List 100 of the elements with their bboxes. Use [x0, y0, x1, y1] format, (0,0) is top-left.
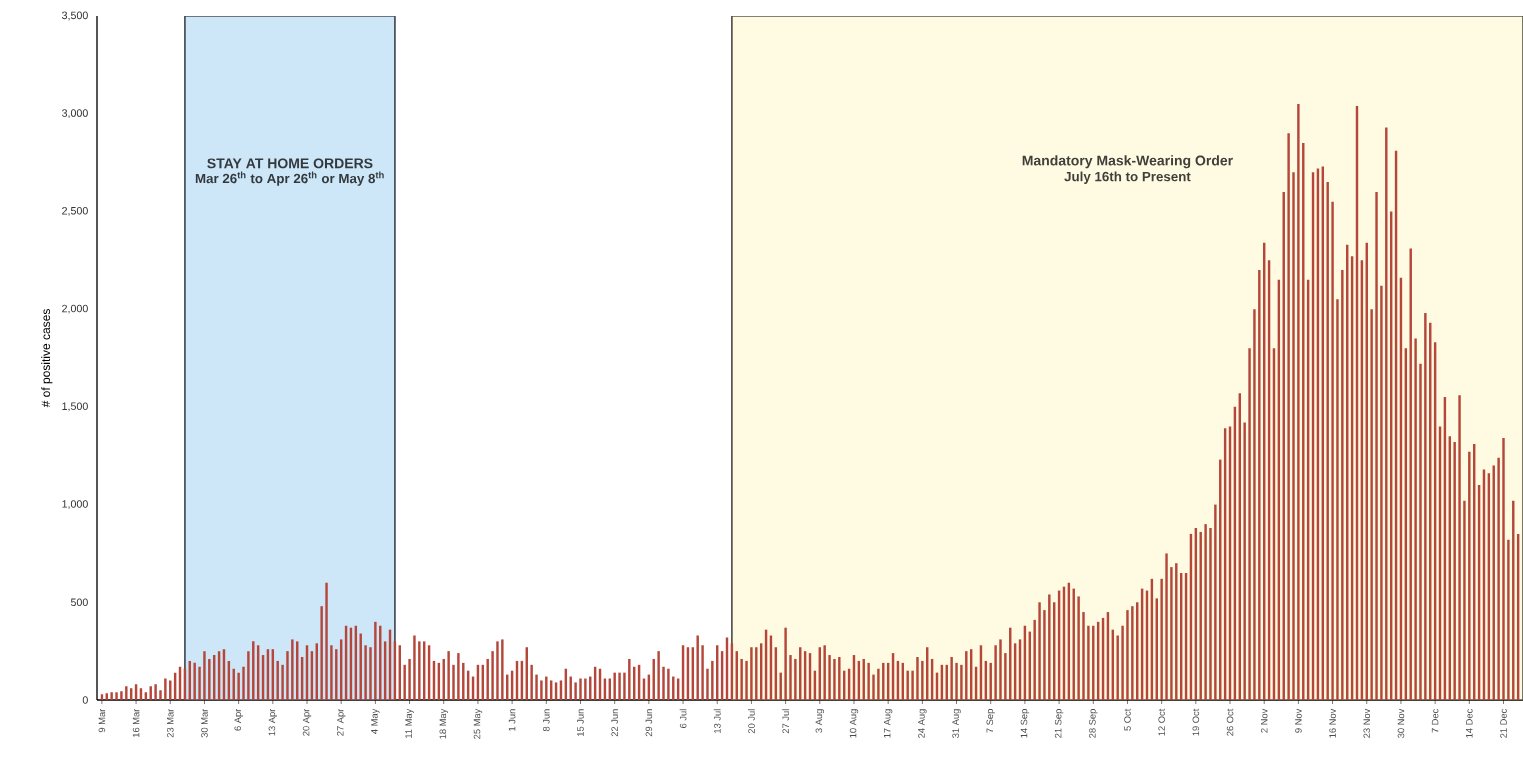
y-tick-label: 3,500 [61, 11, 88, 21]
x-tick-label: 30 Mar [201, 708, 208, 738]
bar [569, 676, 572, 700]
bar [501, 639, 504, 700]
bar [750, 647, 753, 700]
y-tick-label: 500 [70, 598, 88, 607]
bar [1160, 578, 1163, 700]
bar [110, 692, 113, 700]
bar [462, 662, 465, 700]
x-tick-label: 6 Jul [679, 709, 687, 728]
bar [452, 664, 455, 700]
bar [657, 651, 660, 700]
bar [911, 670, 914, 700]
bar [960, 664, 963, 700]
bar [447, 651, 450, 700]
bar [706, 668, 709, 700]
y-tick-label: 0 [82, 696, 88, 704]
bar [613, 672, 616, 700]
bar [877, 668, 880, 700]
bar [545, 676, 548, 700]
bar [154, 684, 157, 700]
bar [1424, 313, 1427, 700]
bar [1126, 610, 1129, 700]
bar [1004, 653, 1007, 700]
x-tick-label: 19 Oct [1192, 708, 1200, 736]
y-tick-label: 1,500 [62, 402, 88, 412]
bar [789, 655, 792, 700]
bar [999, 639, 1002, 700]
bar [828, 655, 831, 700]
bar [1248, 348, 1251, 700]
x-tick-label: 14 Dec [1466, 708, 1473, 738]
x-tick-label: 14 Sep [1020, 709, 1030, 738]
bar [286, 651, 289, 700]
bar [535, 674, 538, 700]
x-tick-label: 30 Nov [1397, 708, 1405, 738]
bar [579, 678, 582, 700]
bar [291, 639, 294, 700]
bar [667, 668, 670, 700]
bar [696, 635, 699, 700]
bar [330, 645, 333, 700]
bar [530, 664, 533, 700]
bar [1336, 299, 1339, 700]
bar [203, 651, 206, 700]
bar [1175, 563, 1178, 700]
bar [496, 641, 499, 700]
bar [1131, 606, 1134, 700]
x-tick-label: 29 Jun [645, 709, 653, 737]
bar [838, 657, 841, 700]
band-label: STAY AT HOME ORDERS [207, 158, 373, 169]
bar [867, 662, 870, 700]
x-tick-label: 15 Jun [577, 709, 584, 737]
x-tick-label: 1 Jun [508, 709, 516, 731]
x-tick-label: 9 Mar [98, 708, 106, 733]
x-tick-label: 27 Jul [782, 709, 790, 734]
bar [247, 651, 250, 700]
bar [242, 666, 245, 700]
bar [1043, 610, 1046, 700]
bar [701, 645, 704, 700]
x-tick-label: 27 Apr [336, 708, 346, 736]
bar [745, 660, 748, 700]
bar [921, 660, 924, 700]
x-tick-label: 7 Sep [986, 709, 995, 733]
bar [115, 692, 118, 700]
bar [1116, 635, 1119, 700]
bar [1209, 528, 1212, 700]
bar [408, 658, 411, 700]
bar [1507, 539, 1510, 700]
x-tick-label: 5 Oct [1124, 708, 1131, 731]
bar [779, 672, 782, 700]
bar [989, 662, 992, 700]
bar [994, 645, 997, 700]
bar [1258, 270, 1261, 700]
bar [1453, 442, 1456, 700]
bar [325, 582, 328, 700]
x-tick-label: 20 Apr [302, 708, 312, 736]
x-tick-label: 3 Aug [815, 709, 825, 733]
bar [164, 678, 167, 700]
bar [335, 649, 338, 700]
x-tick-label: 26 Oct [1226, 708, 1234, 736]
bar [823, 645, 826, 700]
bar [120, 691, 123, 700]
bar [208, 658, 211, 700]
bar [198, 666, 201, 700]
bar [574, 682, 577, 700]
bar [833, 658, 836, 700]
x-tick-label: 31 Aug [952, 709, 961, 738]
x-tick-label: 13 Jul [713, 709, 721, 733]
bar [1341, 270, 1344, 700]
bar [623, 672, 626, 700]
x-tick-label: 23 Mar [166, 708, 174, 738]
bar [1087, 625, 1090, 700]
bar [662, 666, 665, 700]
y-tick-label: 2,000 [62, 304, 88, 314]
x-tick-label: 25 May [473, 708, 483, 739]
bar [1385, 127, 1388, 700]
bar [618, 672, 621, 700]
x-tick-label: 21 Sep [1054, 709, 1064, 738]
x-tick-label: 20 Jul [748, 709, 755, 734]
bar [1082, 612, 1085, 700]
x-tick-label: 6 Apr [234, 708, 243, 731]
